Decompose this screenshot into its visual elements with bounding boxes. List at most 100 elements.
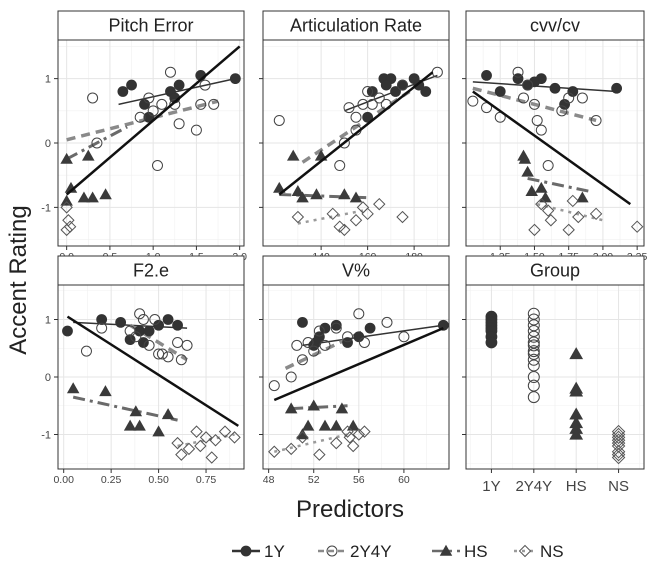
data-point	[398, 331, 410, 343]
legend-label: 1Y	[264, 542, 285, 561]
data-point	[481, 70, 492, 81]
data-point	[521, 165, 534, 177]
data-point	[576, 191, 589, 203]
data-point	[535, 181, 548, 193]
data-point	[527, 353, 540, 366]
data-point	[296, 428, 309, 440]
data-point	[630, 220, 644, 233]
data-point	[66, 382, 80, 394]
x-tick-label: 60	[398, 474, 410, 486]
series-1y	[485, 310, 498, 349]
series-1y	[297, 316, 449, 351]
panel-title: V%	[342, 261, 370, 281]
series-ns	[291, 197, 409, 237]
fit-line-1y	[118, 77, 236, 106]
data-point	[194, 439, 207, 453]
data-point	[143, 325, 155, 337]
x-tick-label: 0.25	[101, 474, 122, 486]
data-point	[87, 92, 99, 104]
x-tick-label: NS	[608, 478, 629, 495]
gridlines	[466, 285, 644, 469]
series-hs	[60, 149, 112, 206]
data-point	[273, 181, 286, 193]
panel-title: Articulation Rate	[290, 16, 422, 36]
panel-border	[465, 39, 645, 247]
panel-5: Group 1Y 2Y4Y HS NS	[462, 255, 645, 495]
y-tick-label: 1	[45, 74, 51, 86]
panel-border	[262, 39, 450, 247]
series-2y4y	[527, 307, 540, 404]
data-point	[334, 160, 346, 172]
data-point	[517, 149, 530, 161]
data-point	[528, 98, 540, 110]
overall-fit-line	[472, 90, 632, 206]
data-point	[86, 191, 99, 203]
data-point	[134, 308, 146, 320]
data-point	[349, 214, 363, 227]
panel-title: cvv/cv	[530, 16, 580, 36]
data-point	[362, 111, 374, 123]
data-point	[218, 425, 232, 438]
series-2y4y	[80, 308, 193, 366]
data-point	[291, 210, 305, 224]
data-point	[60, 194, 73, 206]
data-point	[99, 188, 112, 200]
overall-fit-line	[278, 71, 434, 196]
data-point	[338, 223, 351, 237]
data-point	[338, 188, 351, 200]
data-point	[143, 92, 155, 104]
panel-border	[57, 39, 245, 247]
fit-line-hs	[527, 176, 590, 193]
data-point	[420, 86, 432, 97]
panel-3: F2.e 0.00 0.25 0.50 0.75 -1 0 1	[41, 255, 245, 486]
data-point	[576, 92, 588, 104]
data-point	[366, 98, 378, 110]
legend: 1Y 2Y4Y HS NS	[232, 542, 564, 561]
data-point	[199, 79, 211, 91]
panel-strip	[262, 255, 450, 286]
data-point	[123, 419, 137, 431]
data-point	[209, 434, 222, 447]
data-point	[611, 444, 626, 459]
overall-fit-line	[273, 326, 444, 402]
data-point	[611, 447, 626, 462]
data-point	[563, 92, 575, 104]
panel-2: cvv/cv1.251.501.752.002.25	[462, 10, 648, 263]
data-point	[527, 371, 540, 383]
data-point	[173, 118, 185, 130]
data-point	[549, 82, 561, 94]
facet-panels: Pitch Error0.00.51.01.52.0-101Articulati…	[41, 10, 648, 495]
series-2y4y	[273, 66, 443, 172]
data-point	[286, 149, 300, 161]
data-point	[319, 339, 331, 351]
data-point	[544, 214, 558, 227]
series-1y	[362, 73, 432, 123]
y-tick-label: 0	[45, 372, 51, 384]
data-point	[152, 425, 165, 437]
data-point	[301, 419, 315, 431]
fit-line-2y4y	[472, 86, 597, 123]
data-point	[80, 345, 92, 357]
panel-title: Group	[530, 261, 580, 281]
data-point	[175, 448, 188, 461]
data-point	[527, 345, 540, 358]
panel-strip	[465, 10, 645, 41]
data-point	[569, 407, 584, 420]
data-point	[590, 114, 602, 126]
gridlines	[263, 285, 449, 469]
fit-line-1y	[302, 324, 444, 347]
panel-4: V% 48 52 56 60	[259, 255, 450, 486]
data-point	[308, 345, 320, 357]
fit-line-hs	[65, 125, 128, 161]
data-point	[396, 210, 409, 224]
data-point	[559, 98, 570, 110]
data-point	[330, 436, 343, 450]
legend-item-hs: HS	[432, 542, 488, 561]
data-point	[569, 347, 584, 360]
data-point	[117, 86, 129, 97]
data-point	[380, 79, 392, 91]
data-point	[151, 160, 163, 172]
data-point	[60, 152, 73, 164]
data-point	[566, 194, 580, 208]
